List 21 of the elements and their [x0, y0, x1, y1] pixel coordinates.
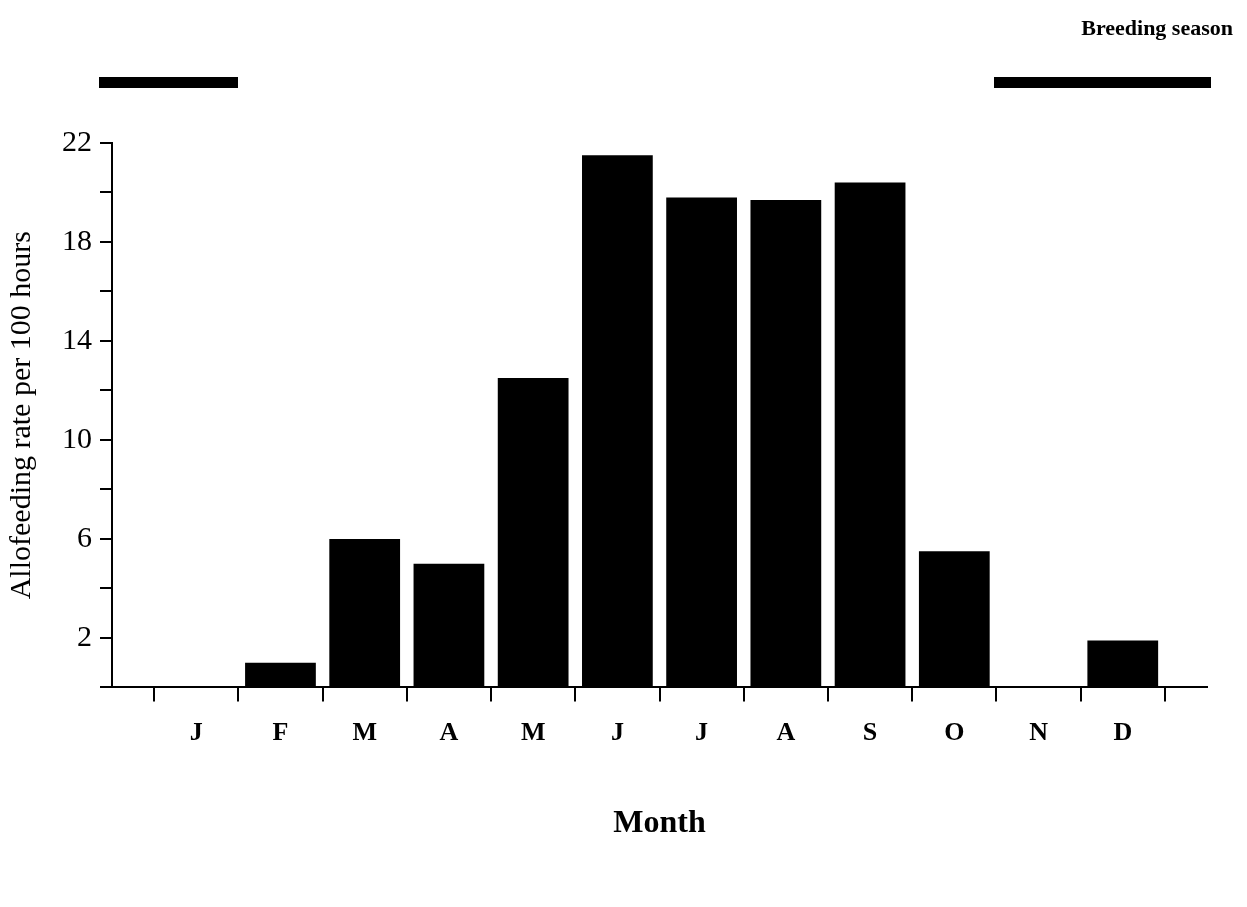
x-tick-label: A: [439, 716, 459, 746]
y-axis-title: Allofeeding rate per 100 hours: [2, 231, 36, 600]
text: Breeding season: [1081, 14, 1233, 40]
y-tick-label: 2: [77, 618, 92, 652]
y-tick-label: 6: [77, 519, 92, 553]
x-tick-label: M: [352, 716, 377, 746]
x-tick-label: S: [862, 716, 878, 746]
x-tick-label: N: [1029, 716, 1049, 746]
x-tick-label: F: [272, 716, 289, 746]
y-tick-label: 10: [62, 420, 92, 454]
y-tick-label: 22: [62, 123, 92, 157]
y-tick-label: 18: [62, 222, 92, 256]
x-tick-label: M: [520, 716, 546, 746]
x-axis-title: Month: [613, 803, 706, 840]
y-tick-label: 14: [62, 321, 92, 355]
x-tick-label: O: [944, 716, 965, 746]
x-tick-label: A: [776, 716, 796, 746]
x-tick-label: J: [189, 716, 203, 746]
x-tick-label: D: [1113, 716, 1133, 746]
x-tick-label: J: [610, 716, 624, 746]
x-tick-label: J: [695, 716, 709, 746]
